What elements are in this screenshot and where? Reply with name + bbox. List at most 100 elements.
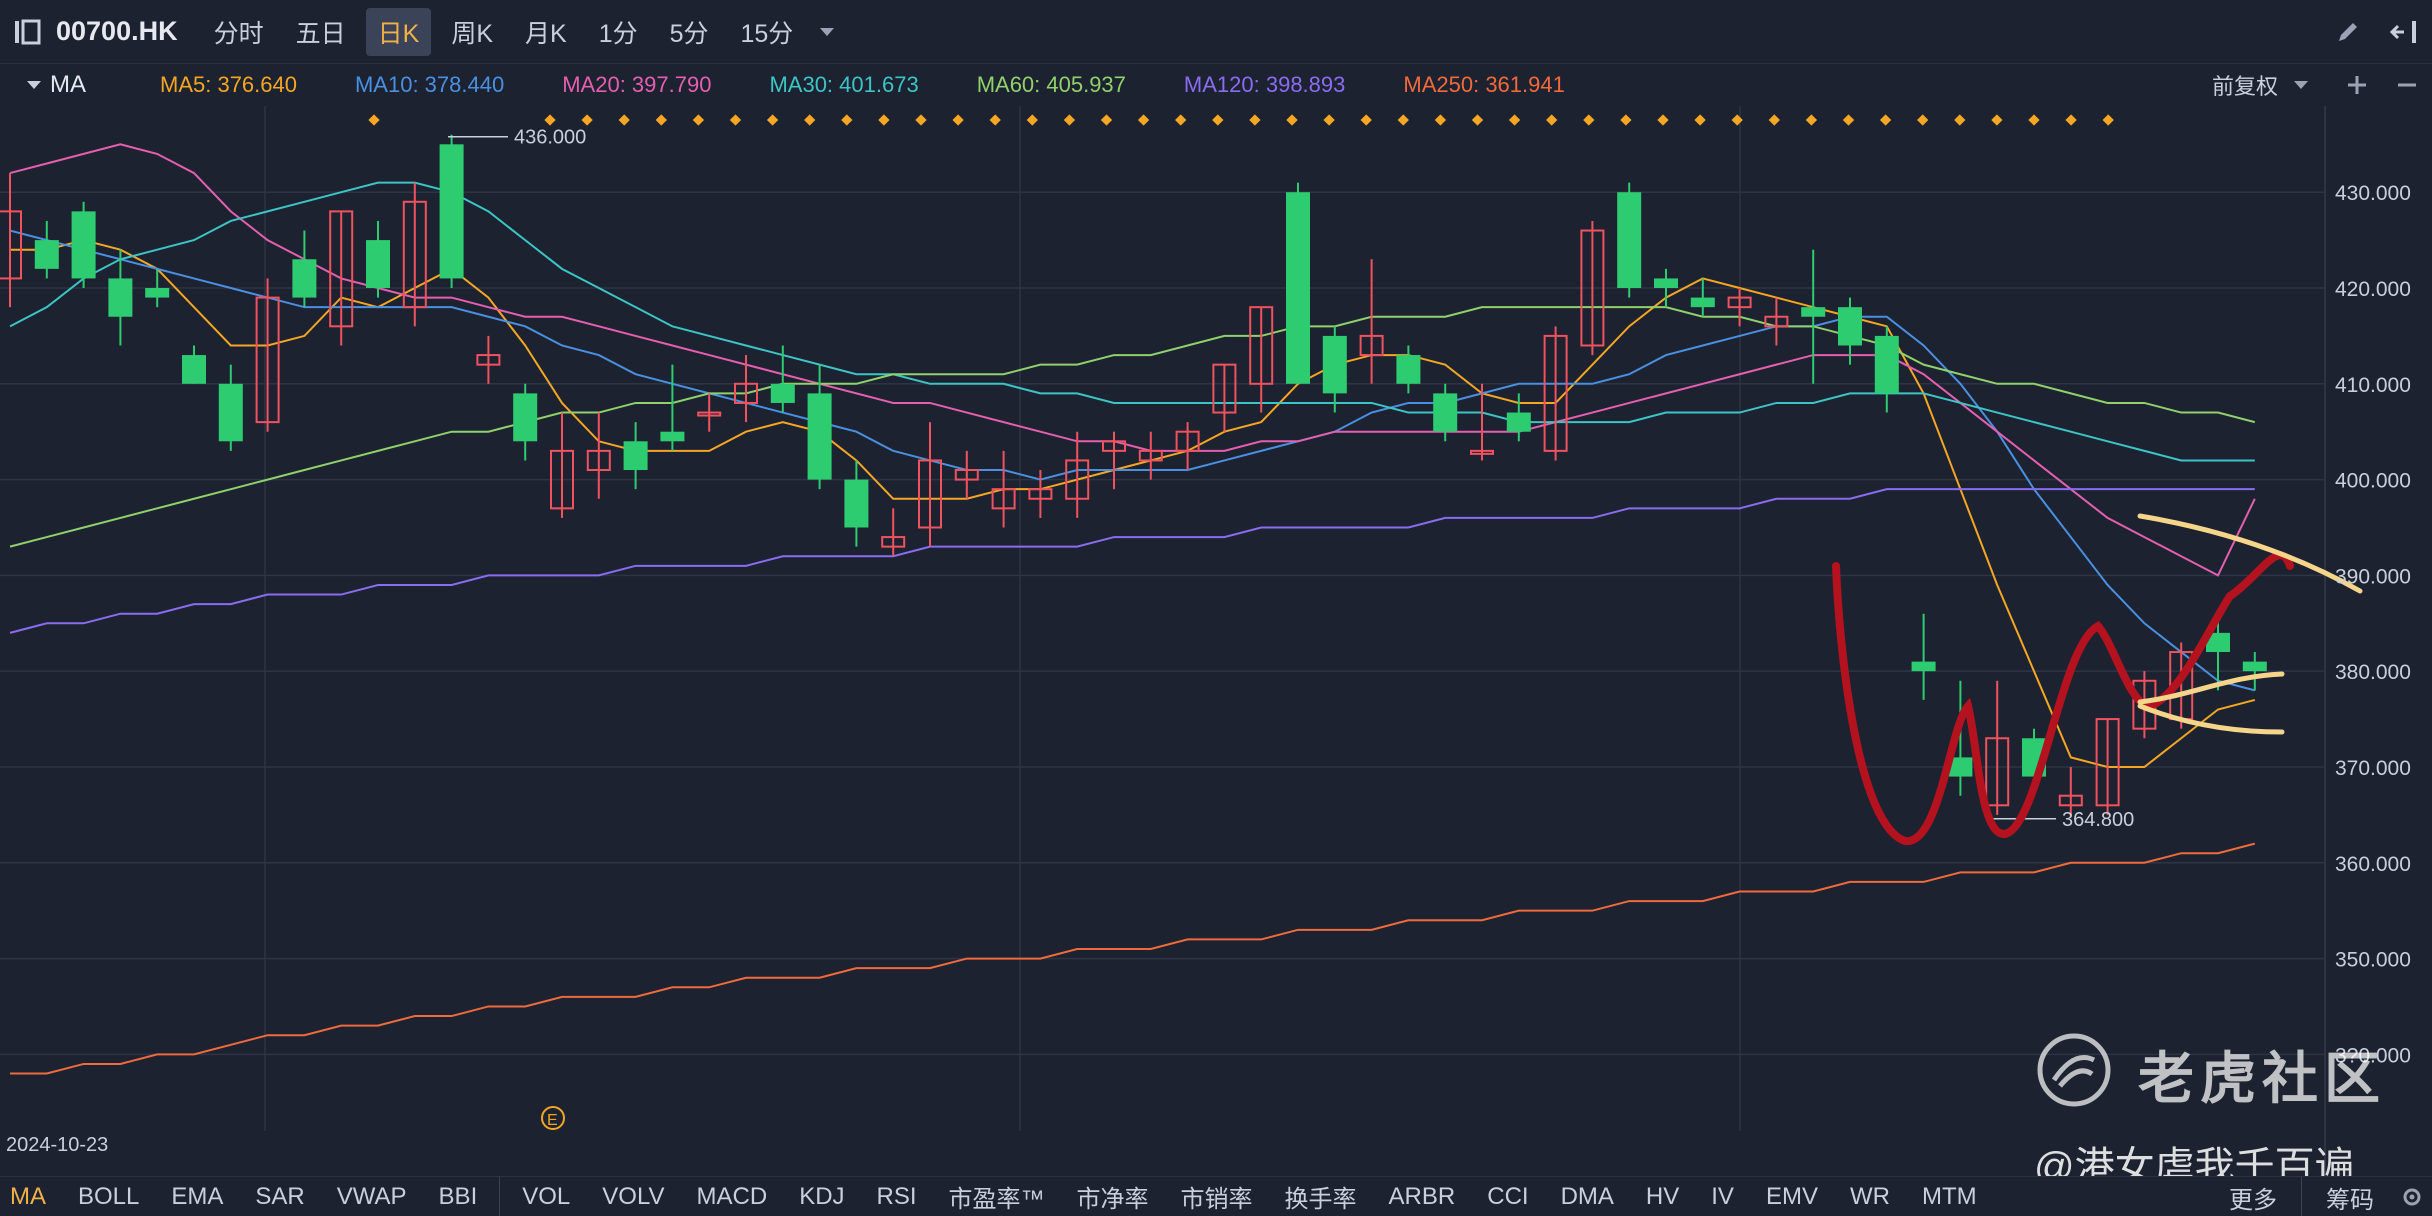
stock-symbol[interactable]: 00700.HK	[56, 16, 178, 46]
high-price-label: 436.000	[514, 127, 586, 149]
chart-background	[0, 106, 2432, 1176]
event-dot	[2028, 114, 2040, 126]
event-dot	[2065, 114, 2077, 126]
candle-body	[623, 441, 648, 471]
chevron-down-icon[interactable]	[2292, 79, 2310, 91]
ma5-value: MA5: 376.640	[160, 72, 297, 97]
event-dot	[1471, 114, 1484, 126]
tab-hv[interactable]: HV	[1645, 1182, 1680, 1210]
candle-body	[1396, 355, 1421, 384]
price-adjust-select[interactable]: 前复权	[2211, 74, 2278, 99]
event-dot	[1768, 114, 1780, 126]
triangle-down-icon	[27, 81, 41, 89]
y-tick-label: 380.000	[2335, 661, 2411, 684]
candle-body	[1764, 315, 1789, 328]
drawn-pattern-line	[1832, 551, 2294, 845]
event-dot	[1879, 114, 1892, 126]
tab-ema[interactable]: EMA	[171, 1182, 224, 1210]
candle-body	[807, 393, 832, 480]
tab-monthly-k[interactable]: 月K	[525, 19, 567, 48]
event-dot	[1212, 114, 1224, 126]
tab-macd[interactable]: MACD	[696, 1182, 768, 1210]
tab-rsi[interactable]: RSI	[876, 1182, 917, 1210]
tab-emv[interactable]: EMV	[1765, 1182, 1818, 1210]
tab-divider	[2301, 1177, 2302, 1216]
tab-boll[interactable]: BOLL	[78, 1182, 140, 1210]
candle-body	[145, 288, 170, 298]
gear-icon[interactable]	[2392, 1186, 2432, 1208]
y-tick-label: 350.000	[2335, 949, 2411, 972]
candle-body	[734, 382, 758, 404]
exit-icon[interactable]	[2376, 0, 2432, 64]
event-dot	[1026, 114, 1038, 126]
candle-body	[1359, 334, 1384, 357]
ma20-value: MA20: 397.790	[562, 72, 712, 97]
tab-pe[interactable]: 市盈率™	[948, 1186, 1045, 1213]
tab-kdj[interactable]: KDJ	[799, 1182, 845, 1210]
event-dot	[1063, 114, 1076, 126]
event-dot	[1991, 114, 2003, 126]
tab-ma[interactable]: MA	[10, 1182, 46, 1210]
candle-body	[1028, 488, 1053, 500]
candle-body	[954, 469, 979, 481]
tab-mtm[interactable]: MTM	[1921, 1182, 1977, 1210]
tab-bbi[interactable]: BBI	[438, 1182, 478, 1210]
ma5-line	[10, 239, 2256, 768]
drawn-trend-line	[2137, 703, 2285, 735]
drawn-trend-line	[2137, 671, 2285, 705]
tab-intraday[interactable]: 分时	[213, 19, 264, 48]
y-tick-label: 3?0.000	[2335, 1044, 2411, 1067]
tab-five-day[interactable]: 五日	[295, 19, 346, 48]
tab-ps[interactable]: 市销率	[1180, 1186, 1253, 1213]
candlestick-chart[interactable]: 436.000 364.800 E 430.000 420.000 410.000 400…	[0, 106, 2432, 1176]
ma60-value: MA60: 405.937	[976, 72, 1126, 97]
candle-body	[1580, 229, 1605, 347]
event-dot	[1249, 114, 1261, 126]
more-indicators-button[interactable]: 更多	[2229, 1186, 2277, 1214]
tab-weekly-k[interactable]: 周K	[451, 19, 493, 48]
tab-dma[interactable]: DMA	[1560, 1182, 1614, 1210]
pencil-icon[interactable]	[2320, 0, 2376, 64]
candle-body	[697, 411, 722, 417]
event-dot	[1694, 114, 1706, 126]
tab-pb[interactable]: 市净率	[1076, 1186, 1149, 1213]
event-dot	[1546, 114, 1558, 126]
event-dot	[1100, 114, 1113, 126]
candle-body	[2242, 661, 2267, 672]
event-dot	[1583, 114, 1595, 126]
event-dot	[1434, 114, 1447, 126]
tab-daily-k[interactable]: 日K	[365, 7, 432, 56]
tab-arbr[interactable]: ARBR	[1388, 1182, 1456, 1210]
tab-5min[interactable]: 5分	[669, 19, 709, 48]
minus-icon[interactable]	[2382, 74, 2432, 96]
panel-collapse-icon[interactable]	[0, 0, 56, 64]
candle-body	[881, 536, 906, 548]
event-dot	[1731, 114, 1743, 126]
candle-body	[292, 259, 317, 298]
candle-body	[182, 355, 206, 384]
candle-body	[1801, 307, 1826, 317]
candle-body	[2095, 718, 2120, 807]
ma120-value: MA120: 398.893	[1183, 72, 1346, 97]
tab-sar[interactable]: SAR	[255, 1182, 305, 1210]
tab-1min[interactable]: 1分	[598, 19, 638, 48]
plus-icon[interactable]	[2332, 74, 2382, 96]
ma-toggle[interactable]: MA	[0, 71, 160, 99]
y-tick-label: 420.000	[2335, 278, 2411, 301]
candle-body	[1690, 297, 1715, 308]
event-dot	[1954, 114, 1966, 126]
tab-vol[interactable]: VOL	[522, 1182, 571, 1210]
chips-button[interactable]: 筹码	[2326, 1186, 2374, 1214]
tab-turnover[interactable]: 换手率	[1284, 1186, 1357, 1213]
tab-wr[interactable]: WR	[1849, 1182, 1890, 1210]
low-price-label: 364.800	[2062, 809, 2134, 831]
tab-15min[interactable]: 15分	[740, 19, 794, 48]
tab-vwap[interactable]: VWAP	[336, 1182, 407, 1210]
tiger-logo-icon	[2037, 1033, 2111, 1107]
watermark-brand: 老虎社区	[2138, 1047, 2386, 1110]
chevron-down-icon[interactable]	[813, 18, 841, 46]
indicator-tabs: MA BOLL EMA SAR VWAP BBI VOL VOLV MACD K…	[0, 1176, 2432, 1216]
tab-iv[interactable]: IV	[1711, 1182, 1734, 1210]
tab-volv[interactable]: VOLV	[602, 1182, 665, 1210]
tab-cci[interactable]: CCI	[1487, 1182, 1529, 1210]
